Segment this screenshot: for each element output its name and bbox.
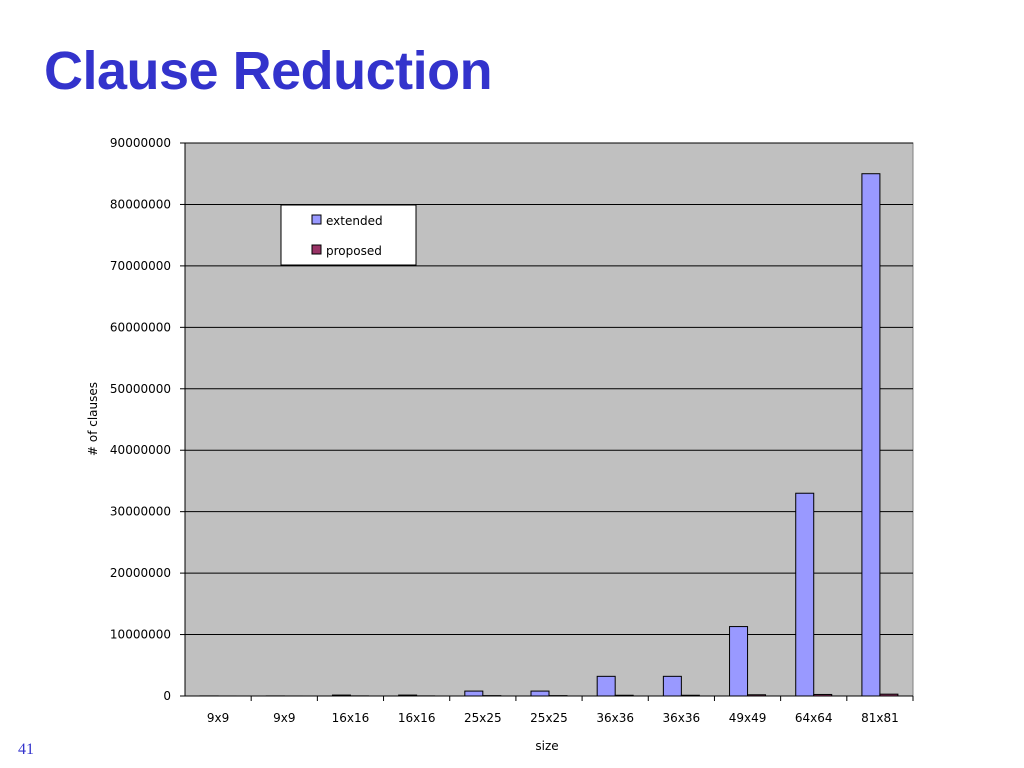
gridlines (180, 142, 914, 701)
x-tick-label: 49x49 (729, 711, 767, 725)
bar-extended-9 (795, 492, 815, 697)
y-tick-label: 70000000 (110, 259, 171, 273)
x-tick-label: 16x16 (332, 711, 370, 725)
x-tick-label: 9x9 (207, 711, 229, 725)
bars (199, 173, 899, 697)
y-tick-label: 30000000 (110, 505, 171, 519)
x-tick-label: 16x16 (398, 711, 436, 725)
x-tick-label: 36x36 (663, 711, 701, 725)
legend-label-extended: extended (326, 214, 383, 228)
y-tick-label: 10000000 (110, 628, 171, 642)
x-tick-label: 25x25 (464, 711, 502, 725)
slide-number: 41 (18, 741, 34, 758)
x-tick-label: 9x9 (273, 711, 295, 725)
legend: extended proposed (280, 204, 417, 266)
bar-extended-7 (662, 675, 682, 697)
x-tick-label: 64x64 (795, 711, 833, 725)
legend-swatch-proposed (311, 244, 322, 255)
y-tick-label: 20000000 (110, 566, 171, 580)
bar-extended-8 (729, 626, 749, 697)
bar-extended-6 (596, 675, 616, 697)
y-tick-label: 40000000 (110, 443, 171, 457)
legend-label-proposed: proposed (326, 244, 382, 258)
y-tick-label: 90000000 (110, 136, 171, 150)
y-tick-label: 0 (163, 689, 171, 703)
x-tick-label: 81x81 (861, 711, 899, 725)
slide-title: Clause Reduction (44, 41, 493, 101)
x-tick-labels: 9x9 9x9 16x16 16x16 25x25 25x25 36x36 36x36 49x4… (207, 711, 899, 725)
bar-extended-10 (861, 173, 881, 697)
x-axis-label: size (535, 739, 558, 753)
bar-extended-4 (464, 690, 484, 697)
legend-swatch-extended (311, 214, 322, 225)
x-tick-label: 36x36 (596, 711, 634, 725)
y-tick-label: 80000000 (110, 197, 171, 211)
bar-extended-5 (530, 690, 550, 697)
y-tick-label: 50000000 (110, 382, 171, 396)
y-axis-label: # of clauses (86, 382, 100, 456)
x-tick-label: 25x25 (530, 711, 568, 725)
legend-box (280, 204, 417, 266)
y-tick-labels: 0 10000000 20000000 30000000 40000000 5000000… (110, 136, 171, 703)
y-tick-label: 60000000 (110, 320, 171, 334)
